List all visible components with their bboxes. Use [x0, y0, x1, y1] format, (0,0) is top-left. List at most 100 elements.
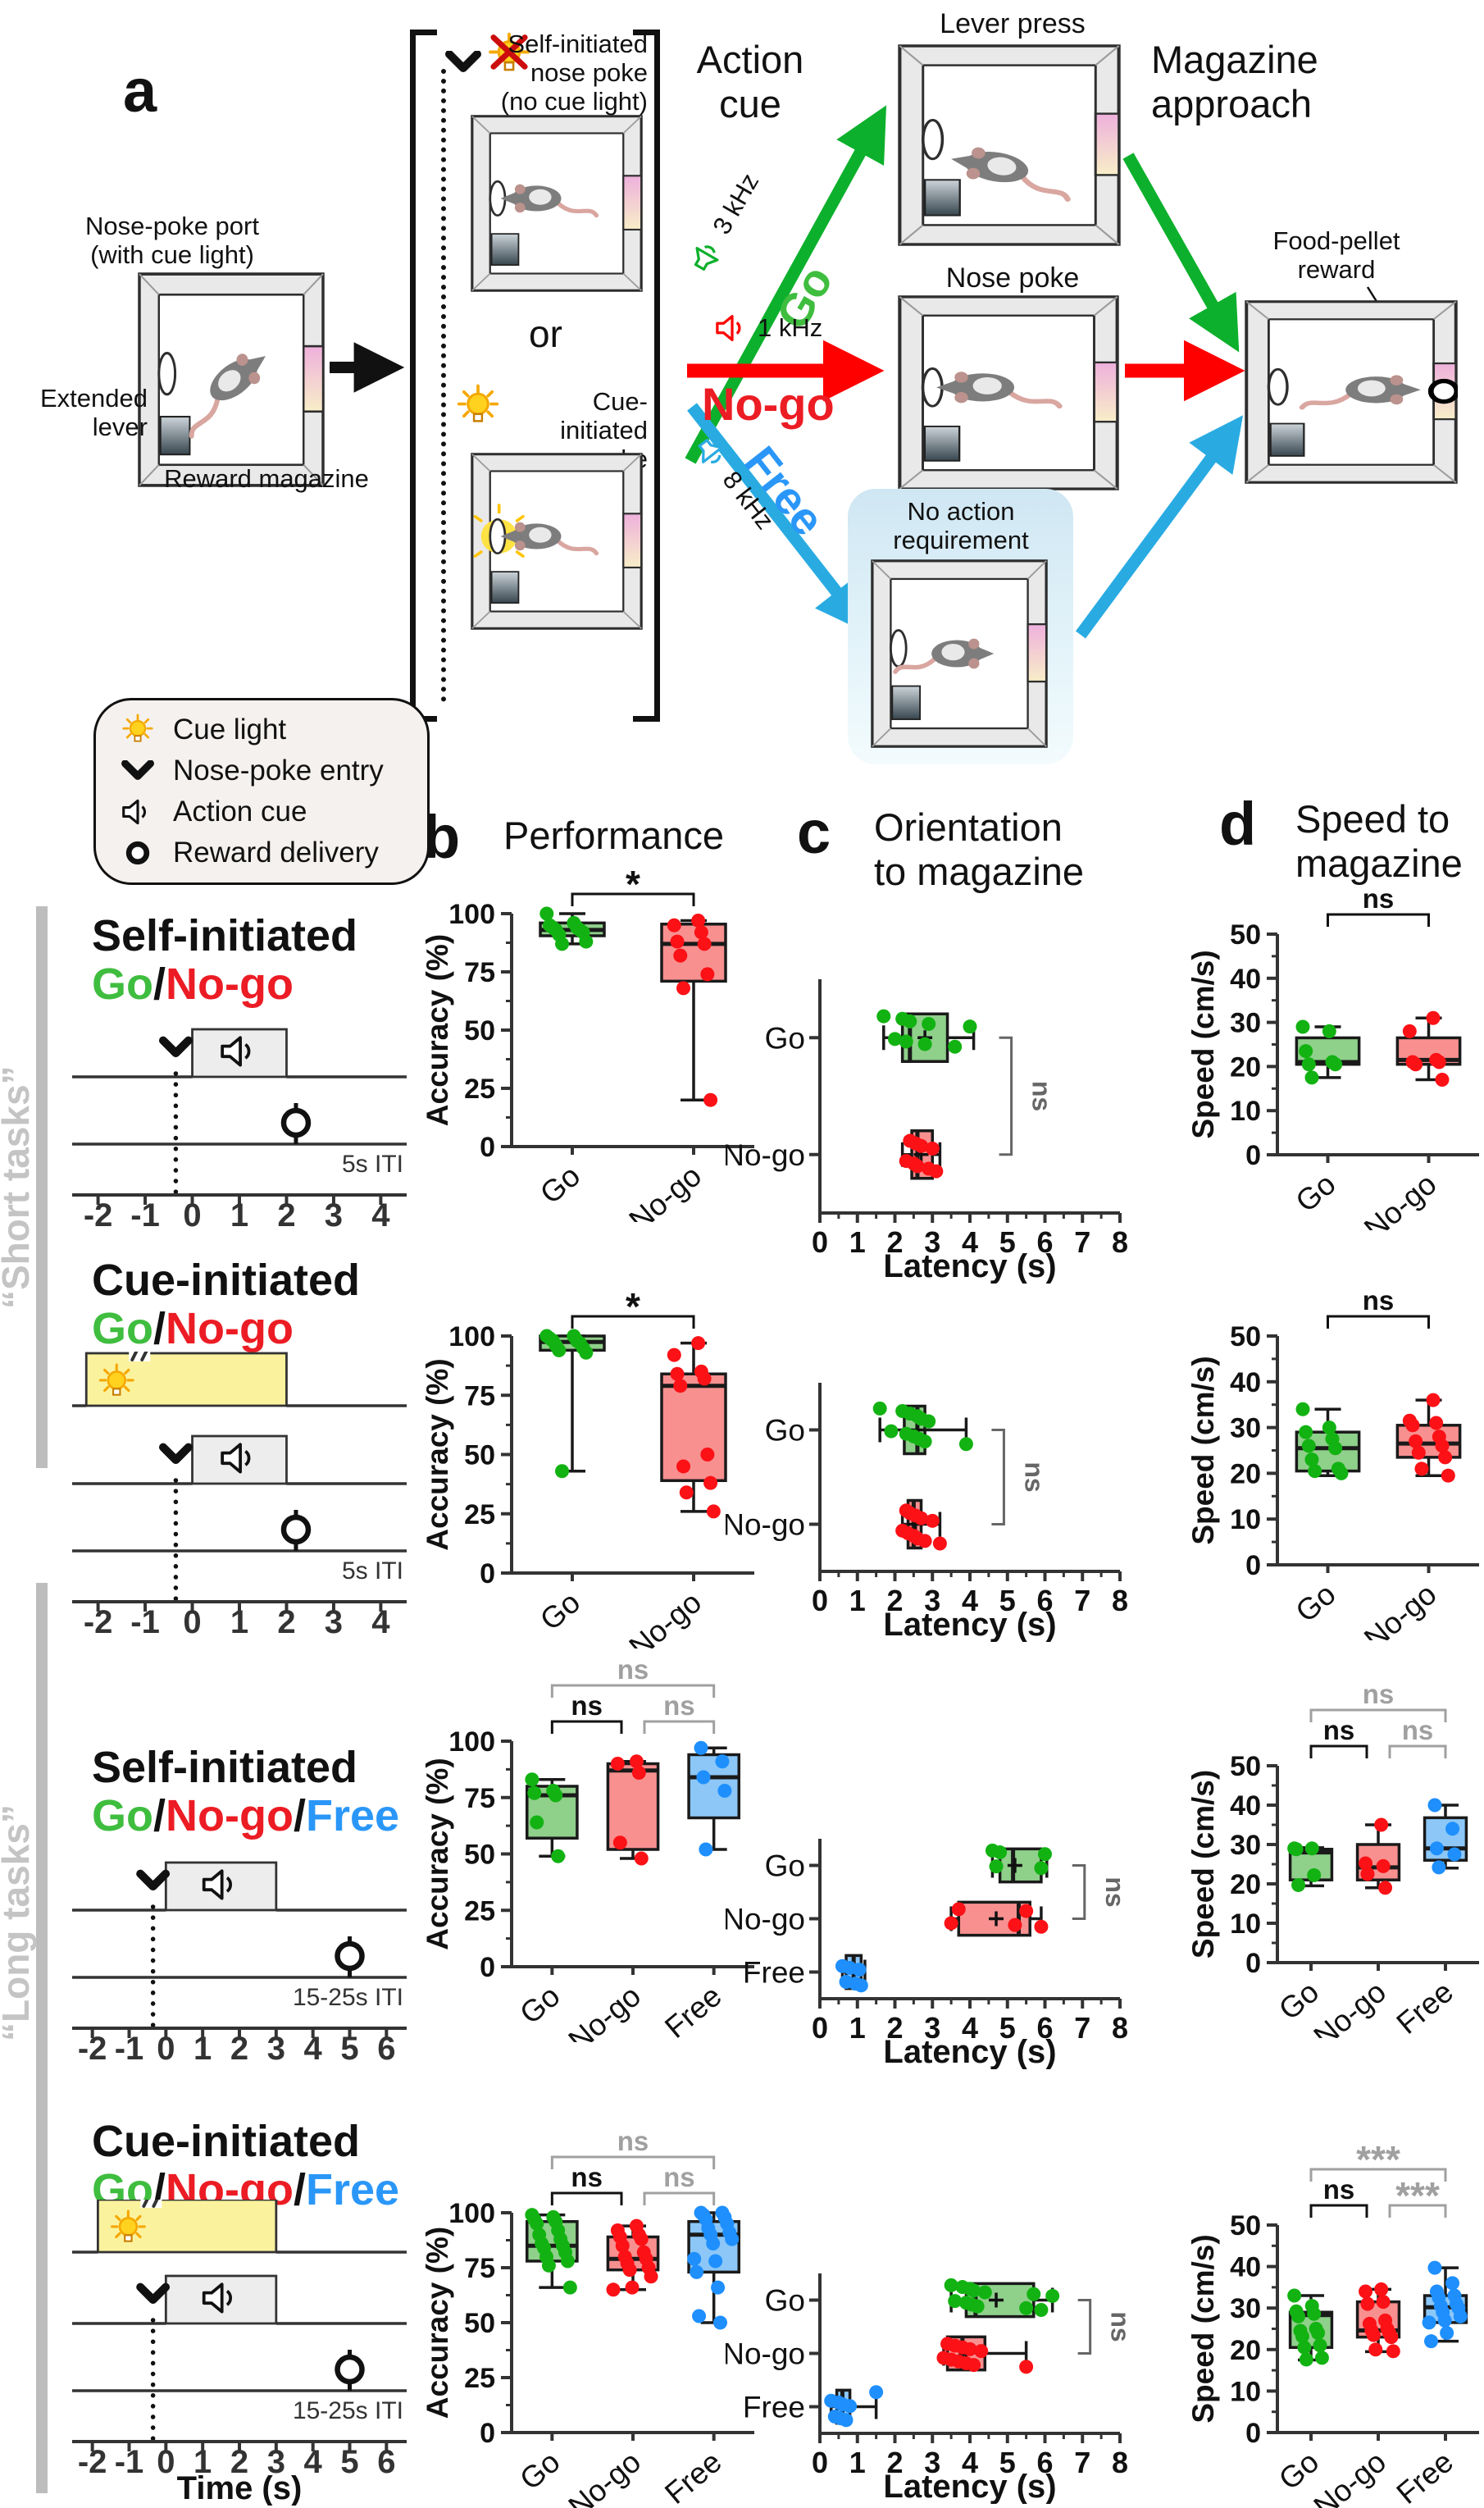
- svg-text:1: 1: [193, 2031, 212, 2061]
- boxplot-accuracy-cue-short: 0 25 50 75 100 Accuracy (%) Go No-go *: [423, 1267, 759, 1648]
- box-series-Go: [1287, 2288, 1334, 2367]
- x-axis-label: Latency (s): [883, 2034, 1056, 2069]
- svg-text:50: 50: [464, 1015, 495, 1047]
- svg-text:-2: -2: [84, 1197, 113, 1228]
- box-series-Go: [525, 1772, 579, 1863]
- category-label: Go: [513, 2445, 566, 2497]
- no-action-chamber: [871, 559, 1048, 748]
- significance-label: ns: [663, 1690, 695, 1721]
- svg-text:0: 0: [812, 1225, 828, 1259]
- rat-illustration: [189, 353, 266, 439]
- x-axis-label: Latency (s): [883, 2469, 1056, 2504]
- cue-light-bulb-icon: [110, 2209, 146, 2242]
- data-point: [1289, 1842, 1304, 1857]
- significance-bracket: [991, 1429, 1005, 1525]
- box-series-No-go: [899, 1129, 944, 1180]
- data-point: [1405, 1418, 1420, 1433]
- data-point: [1378, 1881, 1393, 1895]
- action-cue-title: Action cue: [696, 38, 804, 125]
- task-token: /: [293, 2165, 306, 2214]
- data-point: [989, 1859, 1004, 1874]
- svg-text:4: 4: [304, 2031, 323, 2061]
- data-point: [1359, 1856, 1373, 1871]
- cue-initiated-chamber: [471, 453, 643, 630]
- data-point: [1045, 2288, 1060, 2303]
- svg-text:6: 6: [377, 2444, 395, 2480]
- significance-bracket: [1309, 2168, 1447, 2182]
- data-point: [1438, 1450, 1453, 1465]
- long-tasks-bar: [36, 1583, 48, 2493]
- data-point: [1027, 2287, 1041, 2301]
- svg-text:25: 25: [464, 1895, 495, 1927]
- rat-illustration: [500, 522, 599, 556]
- box-series-Free: [1423, 1798, 1468, 1875]
- data-point: [1414, 1461, 1429, 1476]
- trial-timeline-svg: 5s ITI -2 -1 0 1 2 3 4: [72, 1352, 407, 1635]
- data-point: [541, 2258, 556, 2273]
- box-series-Free: [687, 1740, 741, 1857]
- data-point: [967, 2358, 981, 2373]
- box-series-No-go: [1355, 2282, 1401, 2359]
- box-series-Free: [1422, 2260, 1468, 2349]
- svg-text:20: 20: [1230, 1458, 1261, 1489]
- significance-label: ns: [1363, 1679, 1395, 1709]
- panel-b-letter: b: [423, 803, 461, 871]
- cue-light-bulb-icon: [456, 384, 500, 428]
- category-label: Free: [743, 1956, 805, 1990]
- data-point: [706, 2237, 721, 2251]
- data-point: [694, 1740, 708, 1755]
- data-point: [1295, 1402, 1310, 1416]
- significance-label: ns: [571, 1690, 603, 1721]
- svg-text:1: 1: [193, 2444, 212, 2480]
- data-point: [1301, 1057, 1316, 1072]
- svg-text:7: 7: [1074, 2446, 1090, 2479]
- operant-chamber: [1245, 300, 1458, 484]
- box-series-No-go: [660, 914, 727, 1107]
- category-label: No-go: [623, 1159, 708, 1222]
- x-axis-label: Latency (s): [883, 1607, 1056, 1642]
- data-point: [1295, 1019, 1310, 1034]
- b1-boxplot-svg: 0 25 50 75 100 Accuracy (%) Go No-go *: [423, 863, 754, 1222]
- svg-text:100: 100: [448, 1726, 495, 1758]
- data-point: [1445, 2276, 1460, 2291]
- data-point: [1295, 2329, 1309, 2344]
- svg-text:40: 40: [1230, 2252, 1261, 2283]
- data-point: [910, 1159, 925, 1174]
- svg-text:30: 30: [1230, 1413, 1261, 1444]
- category-label: No-go: [726, 1138, 805, 1172]
- data-point: [1304, 1070, 1319, 1085]
- nose-poke-chevron-icon: [158, 1443, 193, 1465]
- box-series-Go: [876, 1009, 977, 1063]
- data-point: [917, 1534, 932, 1548]
- svg-text:3: 3: [267, 2444, 285, 2480]
- trial-timeline-svg: 15-25s ITI -2 -1 0 1 2 3 4 5 6 Time (s): [72, 2200, 407, 2506]
- data-point: [1008, 1917, 1022, 1932]
- box-series-Go: [1295, 1019, 1361, 1085]
- no-go-label: No-go: [702, 378, 835, 430]
- y-axis-label: Accuracy (%): [423, 2227, 454, 2419]
- significance-label: ns: [1363, 883, 1395, 914]
- reward-chamber: [1245, 300, 1458, 484]
- svg-text:2: 2: [277, 1197, 295, 1228]
- data-point: [1386, 2344, 1400, 2359]
- data-point: [692, 2309, 707, 2323]
- data-point: [951, 1902, 966, 1917]
- significance-bracket: [550, 1684, 716, 1698]
- data-point: [1019, 2301, 1034, 2315]
- data-point: [725, 2232, 740, 2246]
- data-point: [1368, 2342, 1383, 2357]
- timeline-cue-short: 5s ITI -2 -1 0 1 2 3 4: [49, 1352, 418, 1635]
- data-point: [1427, 2260, 1442, 2275]
- task-schematic-panel: a Nose-poke port (with cue light) Extend…: [0, 0, 1484, 820]
- svg-text:75: 75: [464, 1380, 495, 1411]
- svg-text:6: 6: [377, 2031, 395, 2061]
- task-token: /: [153, 1304, 166, 1353]
- data-point: [1359, 2284, 1373, 2299]
- data-point: [673, 948, 688, 963]
- data-point: [1429, 1416, 1444, 1430]
- data-point: [691, 1336, 706, 1351]
- data-point: [963, 1019, 977, 1034]
- data-point: [706, 1504, 721, 1519]
- data-point: [1299, 1425, 1313, 1439]
